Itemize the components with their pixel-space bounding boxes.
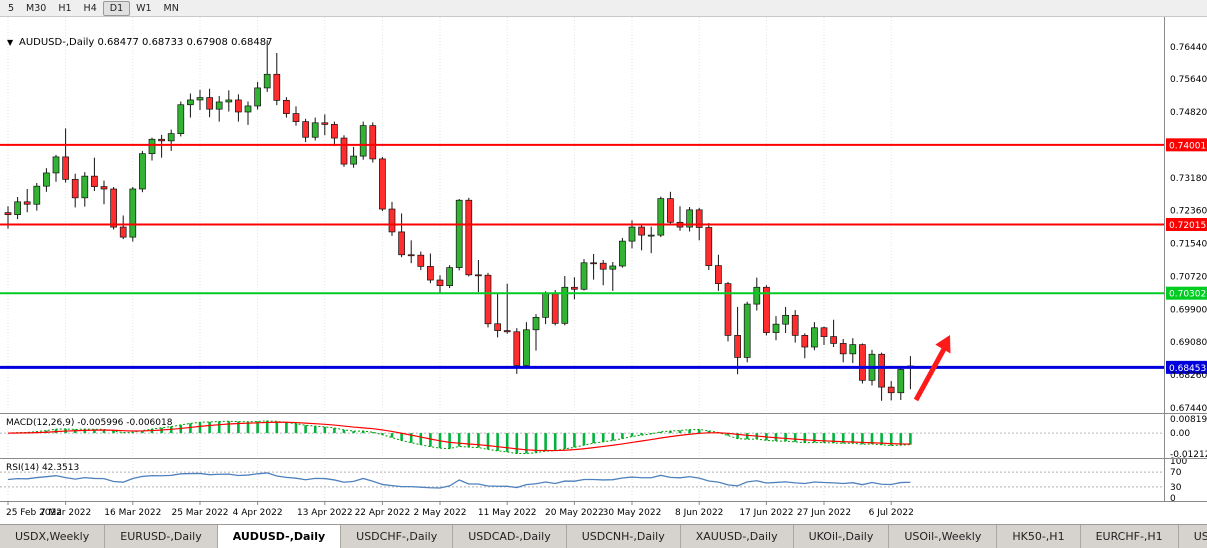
price-chart-svg[interactable]: 0.74001 0.72015 0.70302 0.68453 0.76440 0.756… [0,17,1207,524]
tab-eurusd-daily[interactable]: EURUSD-,Daily [105,525,218,548]
svg-text:0.69080: 0.69080 [1170,338,1207,348]
svg-text:16 Mar 2022: 16 Mar 2022 [104,508,161,518]
svg-text:0.74001: 0.74001 [1169,141,1206,151]
tab-usdx-weekly[interactable]: USDX,Weekly [0,525,106,548]
svg-text:0.73180: 0.73180 [1170,174,1207,184]
candles-layer [4,40,914,401]
svg-text:13 Apr 2022: 13 Apr 2022 [297,508,353,518]
svg-text:30: 30 [1170,483,1182,493]
tab-usoil-h1[interactable]: USOil-,H1 [1178,525,1207,548]
svg-text:70: 70 [1170,468,1182,478]
svg-text:100: 100 [1170,457,1187,467]
svg-text:0.00819: 0.00819 [1170,415,1207,425]
symbol-tabbar: USDX,Weekly EURUSD-,Daily AUDUSD-,Daily USD… [0,524,1207,548]
timeframe-toolbar: 5 M30 H1 H4 D1 W1 MN [0,0,1207,17]
timeframe-button-h1[interactable]: H1 [58,2,72,14]
tab-hk50-h1[interactable]: HK50-,H1 [997,525,1081,548]
pane-separators [0,17,1207,502]
svg-text:17 Jun 2022: 17 Jun 2022 [739,508,793,518]
tab-usdcad-daily[interactable]: USDCAD-,Daily [453,525,567,548]
timeframe-button-h4[interactable]: H4 [83,2,97,14]
tab-audusd-daily[interactable]: AUDUSD-,Daily [217,525,342,548]
svg-text:0.68453: 0.68453 [1169,364,1206,374]
tab-usdchf-daily[interactable]: USDCHF-,Daily [341,525,454,548]
tab-eurchf-h1[interactable]: EURCHF-,H1 [1080,525,1179,548]
tab-usdcnh-daily[interactable]: USDCNH-,Daily [566,525,681,548]
svg-text:25 Feb 2022: 25 Feb 2022 [6,508,62,518]
svg-text:0.75640: 0.75640 [1170,75,1207,85]
price-axis: 0.76440 0.75640 0.74820 0.73180 0.72360 0.715… [1170,43,1207,414]
svg-text:AUDUSD-,Daily 0.68477 0.68733: AUDUSD-,Daily 0.68477 0.68733 0.67908 0.… [19,37,272,48]
svg-text:RSI(14) 42.3513: RSI(14) 42.3513 [6,463,79,473]
svg-text:0.00: 0.00 [1170,429,1190,439]
chart-header: ▼ AUDUSD-,Daily 0.68477 0.68733 0.67908 0… [7,37,272,48]
timeframe-button-w1[interactable]: W1 [136,2,152,14]
svg-text:0.70302: 0.70302 [1169,290,1206,300]
svg-text:0.72015: 0.72015 [1169,221,1206,231]
svg-text:7 Mar 2022: 7 Mar 2022 [40,508,91,518]
svg-text:30 May 2022: 30 May 2022 [603,508,662,518]
svg-text:27 Jun 2022: 27 Jun 2022 [797,508,851,518]
svg-text:MACD(12,26,9) -0.005996 -0.006: MACD(12,26,9) -0.005996 -0.006018 [6,418,173,428]
svg-text:22 Apr 2022: 22 Apr 2022 [355,508,411,518]
svg-text:0.76440: 0.76440 [1170,43,1207,53]
svg-text:11 May 2022: 11 May 2022 [478,508,537,518]
timeframe-button-m30[interactable]: M30 [26,2,47,14]
svg-text:▼: ▼ [7,38,14,47]
svg-text:-0.01212: -0.01212 [1170,450,1207,460]
svg-text:0.68260: 0.68260 [1170,371,1207,381]
tab-usoil-weekly[interactable]: USOil-,Weekly [889,525,998,548]
svg-text:20 May 2022: 20 May 2022 [545,508,604,518]
svg-text:0.72360: 0.72360 [1170,207,1207,217]
svg-text:0.69900: 0.69900 [1170,305,1207,315]
tab-xauusd-daily[interactable]: XAUUSD-,Daily [680,525,794,548]
svg-text:0.67440: 0.67440 [1170,404,1207,414]
timeframe-button-5[interactable]: 5 [8,2,15,14]
hlines-layer: 0.74001 0.72015 0.70302 0.68453 [0,138,1207,374]
svg-text:0.74820: 0.74820 [1170,108,1207,118]
timeframe-button-mn[interactable]: MN [163,2,179,14]
svg-text:0.70720: 0.70720 [1170,272,1207,282]
tab-ukoil-daily[interactable]: UKOil-,Daily [793,525,890,548]
macd-pane: 0.00819 0.00 -0.01212 MACD(12,26,9) -0.0059… [0,415,1207,460]
svg-text:8 Jun 2022: 8 Jun 2022 [675,508,723,518]
svg-text:0.71540: 0.71540 [1170,240,1207,250]
timeframe-button-d1[interactable]: D1 [102,0,131,16]
chart-window[interactable]: 0.74001 0.72015 0.70302 0.68453 0.76440 0.756… [0,17,1207,524]
svg-text:6 Jul 2022: 6 Jul 2022 [869,508,914,518]
trend-arrow-annotation [913,335,951,402]
svg-text:4 Apr 2022: 4 Apr 2022 [233,508,283,518]
svg-text:2 May 2022: 2 May 2022 [414,508,467,518]
svg-text:25 Mar 2022: 25 Mar 2022 [171,508,228,518]
svg-text:0: 0 [1170,494,1176,504]
